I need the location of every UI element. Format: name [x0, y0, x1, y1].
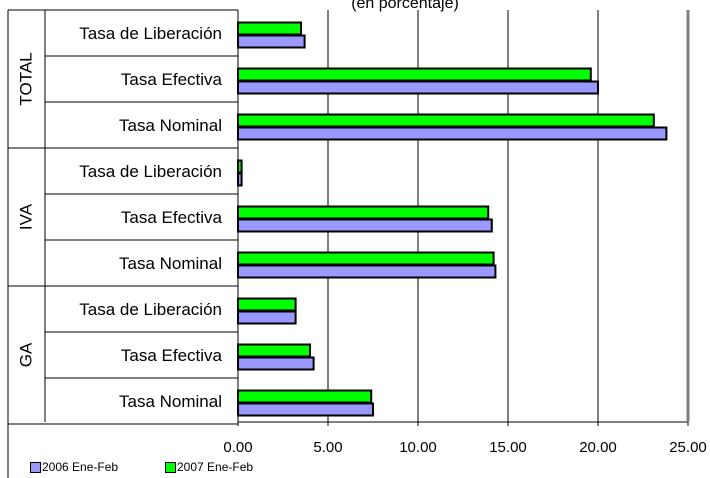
legend-item-2006: 2006 Ene-Feb	[30, 460, 118, 474]
category-label: Tasa de Liberación	[79, 24, 222, 43]
bar-2006	[237, 402, 374, 417]
x-tick-label: 20.00	[579, 439, 617, 456]
bar-2007	[237, 205, 490, 220]
category-label: Tasa de Liberación	[79, 300, 222, 319]
x-tick-label: 10.00	[399, 439, 437, 456]
legend-label-2007: 2007 Ene-Feb	[177, 460, 254, 474]
bar-2007	[237, 21, 302, 36]
legend-item-2007: 2007 Ene-Feb	[165, 460, 253, 474]
group-labels: TOTAL IVA GA	[16, 52, 35, 367]
x-tick-label: 5.00	[313, 439, 342, 456]
bar-2006	[237, 34, 306, 49]
bar-2007	[237, 67, 592, 82]
bar-2006	[237, 80, 599, 95]
category-label: Tasa Efectiva	[121, 208, 223, 227]
bars	[237, 21, 668, 417]
bar-2007	[237, 159, 243, 174]
category-label: Tasa Nominal	[119, 254, 222, 273]
category-label: Tasa Nominal	[119, 392, 222, 411]
x-tick-label: 15.00	[489, 439, 527, 456]
group-label: TOTAL	[16, 52, 35, 105]
bar-2006	[237, 218, 493, 233]
chart-header: (en porcentaje)	[351, 0, 459, 12]
group-label: GA	[16, 342, 35, 367]
bar-2007	[237, 343, 311, 358]
x-tick-label: 25.00	[669, 439, 707, 456]
bar-2006	[237, 264, 497, 279]
bar-2007	[237, 251, 495, 266]
legend-swatch-2006	[30, 461, 41, 473]
bar-2006	[237, 356, 315, 371]
bar-2006	[237, 310, 297, 325]
category-label: Tasa de Liberación	[79, 162, 222, 181]
category-label: Tasa Efectiva	[121, 346, 223, 365]
category-labels: Tasa de Liberación Tasa Efectiva Tasa Nomi…	[79, 24, 222, 411]
group-label: IVA	[16, 203, 35, 230]
legend-swatch-2007	[165, 461, 176, 473]
x-tick-labels: 0.00 5.00 10.00 15.00 20.00 25.00	[223, 422, 707, 456]
bar-2007	[237, 113, 655, 128]
bar-2007	[237, 297, 297, 312]
category-label: Tasa Efectiva	[121, 70, 223, 89]
legend-label-2006: 2006 Ene-Feb	[42, 460, 119, 474]
bar-2006	[237, 126, 668, 141]
bar-2007	[237, 389, 373, 404]
x-tick-label: 0.00	[223, 439, 252, 456]
category-label: Tasa Nominal	[119, 116, 222, 135]
chart-frame	[7, 9, 690, 478]
bar-2006	[237, 172, 243, 187]
